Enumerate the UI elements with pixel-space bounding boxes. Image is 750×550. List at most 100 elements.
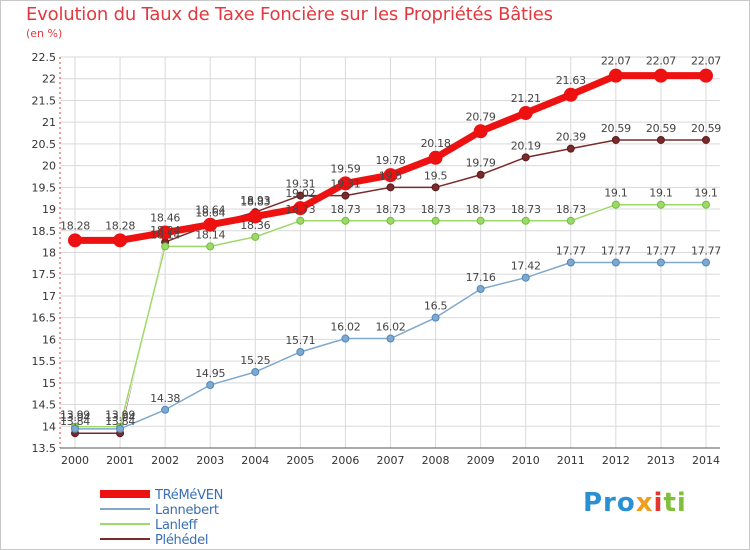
data-label: 19.5 bbox=[379, 169, 403, 182]
y-tick-label: 18.5 bbox=[32, 225, 57, 238]
y-tick-label: 19.5 bbox=[32, 181, 57, 194]
data-point bbox=[116, 424, 125, 433]
data-label: 16.02 bbox=[376, 321, 406, 334]
x-tick-label: 2006 bbox=[331, 454, 359, 467]
data-label: 19.31 bbox=[285, 178, 315, 191]
data-label: 20.79 bbox=[466, 110, 496, 123]
data-point bbox=[386, 334, 395, 343]
data-point bbox=[386, 183, 395, 192]
data-point bbox=[656, 200, 665, 209]
data-point bbox=[251, 232, 260, 241]
data-point bbox=[518, 106, 533, 121]
data-label: 18.73 bbox=[421, 203, 451, 216]
y-tick-label: 20.5 bbox=[32, 138, 57, 151]
y-tick-label: 19 bbox=[42, 203, 56, 216]
data-point bbox=[68, 233, 82, 248]
data-label: 16.02 bbox=[330, 321, 360, 334]
data-label: 15.25 bbox=[240, 354, 270, 367]
data-point bbox=[71, 424, 79, 433]
y-tick-label: 15 bbox=[42, 377, 56, 390]
proxiti-logo: Proxiti bbox=[583, 488, 687, 518]
data-point bbox=[293, 201, 308, 216]
data-point bbox=[161, 405, 170, 414]
legend-label: Lanleff bbox=[155, 518, 198, 533]
data-label: 18.24 bbox=[150, 224, 180, 237]
data-point bbox=[476, 284, 485, 293]
data-point bbox=[296, 216, 305, 225]
y-tick-label: 20 bbox=[42, 160, 56, 173]
data-point bbox=[338, 176, 353, 191]
data-point bbox=[566, 258, 575, 267]
data-point bbox=[473, 124, 488, 139]
data-label: 15.71 bbox=[285, 334, 315, 347]
y-tick-label: 13.5 bbox=[32, 442, 57, 455]
y-tick-label: 22.5 bbox=[32, 51, 57, 64]
legend-label: Lannebert bbox=[155, 503, 219, 518]
y-tick-label: 15.5 bbox=[32, 355, 57, 368]
data-point bbox=[431, 313, 440, 322]
data-label: 14.38 bbox=[150, 392, 180, 405]
legend-label: Pléhédel bbox=[155, 533, 208, 548]
x-tick-label: 2004 bbox=[241, 454, 269, 467]
x-tick-label: 2014 bbox=[692, 454, 720, 467]
data-point bbox=[566, 216, 575, 225]
data-label: 22.07 bbox=[646, 55, 676, 68]
data-point bbox=[206, 242, 215, 251]
data-label: 22.07 bbox=[691, 55, 721, 68]
data-label: 17.77 bbox=[691, 244, 721, 257]
data-point bbox=[296, 191, 305, 200]
x-tick-label: 2008 bbox=[422, 454, 450, 467]
data-label: 18.46 bbox=[150, 212, 180, 225]
data-label: 18.73 bbox=[556, 203, 586, 216]
y-tick-label: 22 bbox=[42, 73, 56, 86]
data-point bbox=[611, 135, 620, 144]
legend-label: TRéMéVEN bbox=[154, 488, 223, 503]
y-tick-label: 16.5 bbox=[32, 312, 57, 325]
logo-part-1: Pro bbox=[583, 488, 636, 518]
data-label: 20.18 bbox=[421, 137, 451, 150]
data-label: 19.31 bbox=[330, 178, 360, 191]
data-point bbox=[656, 258, 665, 267]
data-label: 19.78 bbox=[376, 154, 406, 167]
data-point bbox=[431, 216, 440, 225]
data-point bbox=[296, 347, 305, 356]
data-point bbox=[113, 233, 128, 248]
data-label: 17.16 bbox=[466, 271, 496, 284]
x-tick-label: 2005 bbox=[286, 454, 314, 467]
data-label: 17.42 bbox=[511, 260, 541, 273]
data-point bbox=[653, 68, 668, 83]
data-point bbox=[206, 381, 215, 390]
data-label: 13.84 bbox=[105, 415, 135, 428]
data-label: 18.64 bbox=[195, 204, 225, 217]
data-label: 19.59 bbox=[330, 162, 360, 175]
data-point bbox=[702, 200, 710, 209]
data-point bbox=[158, 225, 173, 240]
y-tick-label: 17 bbox=[42, 290, 56, 303]
data-label: 20.59 bbox=[646, 122, 676, 135]
data-point bbox=[341, 334, 350, 343]
data-point bbox=[611, 258, 620, 267]
data-point bbox=[428, 150, 443, 165]
y-tick-label: 21 bbox=[42, 116, 56, 129]
data-point bbox=[563, 87, 578, 102]
data-point bbox=[521, 273, 530, 282]
value-labels: 13.84 13.84 18.24 18.64 18.93 19.31 19.31 19.5 1… bbox=[60, 55, 722, 429]
data-point bbox=[521, 153, 530, 162]
data-label: 18.93 bbox=[240, 194, 270, 207]
data-label: 17.77 bbox=[556, 244, 586, 257]
data-label: 21.21 bbox=[511, 92, 541, 105]
data-label: 19.5 bbox=[424, 169, 448, 182]
x-tick-label: 2011 bbox=[557, 454, 585, 467]
data-label: 18.14 bbox=[195, 228, 225, 241]
logo-part-3: i bbox=[653, 488, 664, 518]
data-point bbox=[248, 209, 263, 224]
y-tick-label: 14.5 bbox=[32, 399, 57, 412]
y-tick-label: 14 bbox=[42, 420, 56, 433]
data-point bbox=[699, 68, 713, 83]
y-tick-label: 16 bbox=[42, 333, 56, 346]
data-label: 19.02 bbox=[285, 187, 315, 200]
data-point bbox=[521, 216, 530, 225]
data-label: 16.5 bbox=[424, 300, 448, 313]
